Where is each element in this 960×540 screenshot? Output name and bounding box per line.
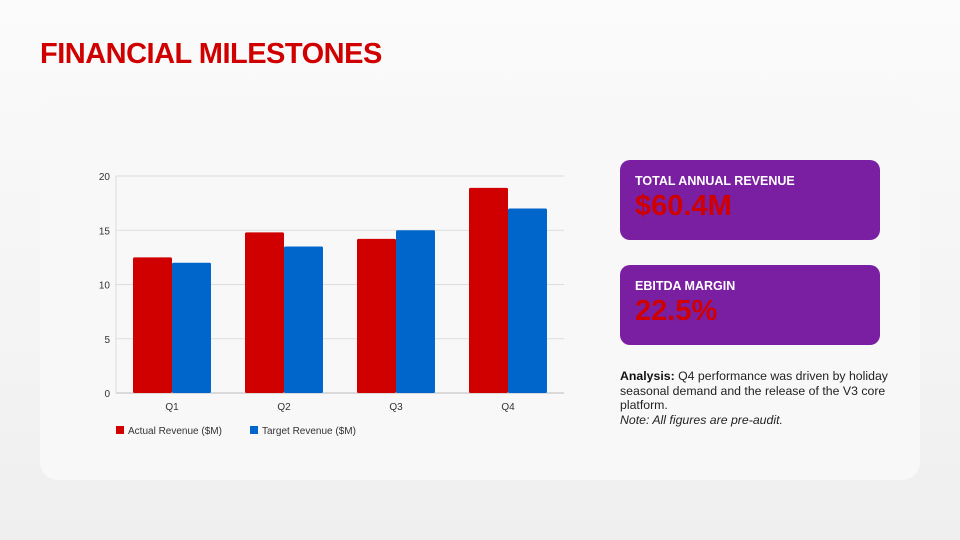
analysis-note: Note: All figures are pre-audit. [620, 412, 783, 427]
analysis-text: Analysis: Q4 performance was driven by h… [620, 369, 890, 427]
bar-q1-target [172, 262, 211, 393]
x-tick-label: Q2 [277, 402, 291, 413]
x-tick-label: Q1 [165, 402, 179, 413]
card-label: EBITDA MARGIN [635, 279, 736, 293]
bar-q4-target [508, 208, 547, 393]
analysis-body: Q4 performance was driven by holiday sea… [620, 369, 888, 412]
bar-q2-target [284, 246, 323, 393]
page-title: FINANCIAL MILESTONES [40, 38, 382, 70]
bar-q3-target [396, 230, 435, 393]
card-label: TOTAL ANNUAL REVENUE [635, 174, 795, 188]
legend-swatch [250, 426, 258, 434]
y-tick-label: 10 [99, 281, 111, 292]
ebitda-card: EBITDA MARGIN 22.5% [620, 265, 880, 345]
card-value: $60.4M [635, 190, 732, 222]
y-tick-label: 5 [104, 335, 110, 346]
x-tick-label: Q4 [501, 402, 515, 413]
total-revenue-card: TOTAL ANNUAL REVENUE $60.4M [620, 160, 880, 240]
bar-q1-actual [133, 257, 172, 393]
y-tick-label: 20 [99, 172, 111, 183]
legend-swatch [116, 426, 124, 434]
x-tick-label: Q3 [389, 402, 403, 413]
legend-label: Actual Revenue ($M) [128, 426, 222, 437]
bar-q4-actual [469, 187, 508, 393]
card-value: 22.5% [635, 295, 718, 327]
y-tick-label: 0 [104, 389, 110, 400]
legend-label: Target Revenue ($M) [262, 426, 356, 437]
analysis-label: Analysis: [620, 369, 675, 383]
bar-q3-actual [357, 238, 396, 393]
y-tick-label: 15 [99, 226, 111, 237]
bar-q2-actual [245, 232, 284, 393]
